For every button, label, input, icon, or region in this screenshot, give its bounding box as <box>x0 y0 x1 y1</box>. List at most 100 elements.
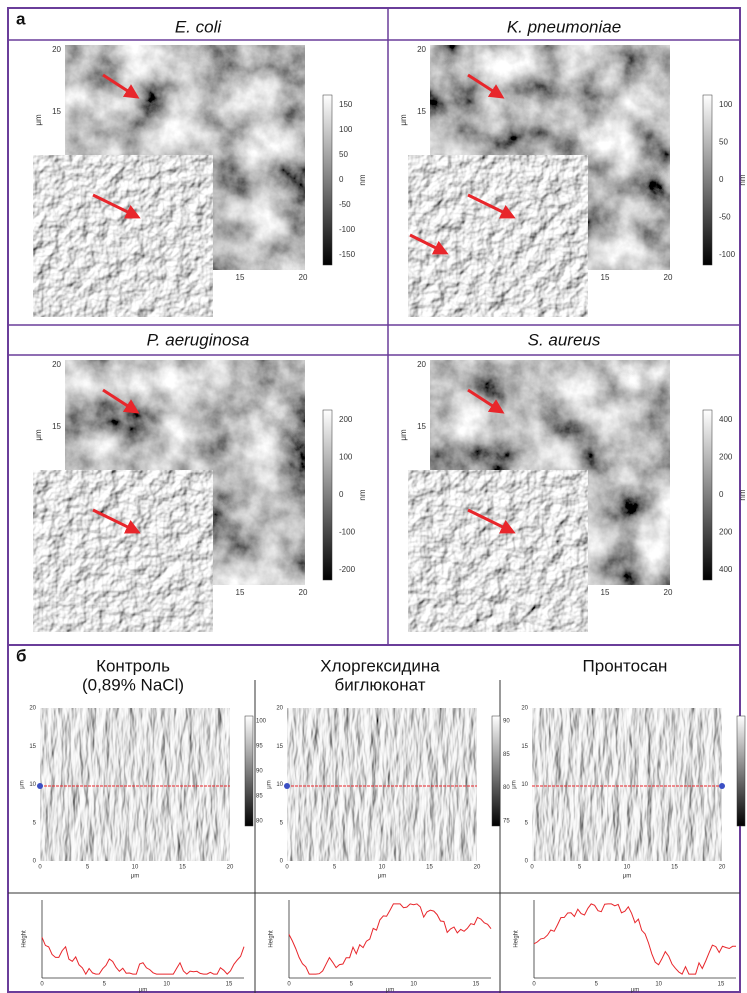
y-tick-label: 20 <box>521 706 528 712</box>
column-title: Контроль <box>96 656 170 675</box>
scale-tick-label: 100 <box>339 125 353 134</box>
scale-tick-label: 85 <box>256 794 263 800</box>
column-title: Хлоргексидина <box>320 656 440 675</box>
profile-y-label: Height <box>269 930 275 948</box>
y-tick-label: 0 <box>280 859 284 865</box>
x-tick-label: 15 <box>236 588 245 597</box>
y-tick-label: 10 <box>521 782 528 788</box>
figure: а б E. coli20151520μm150100500-50-100-15… <box>0 0 747 993</box>
y-unit: μm <box>34 114 43 126</box>
panel-label: б <box>16 646 27 665</box>
scale-tick-label: -200 <box>339 565 356 574</box>
scale-tick-label: -50 <box>719 213 731 222</box>
cell-title: S. aureus <box>528 330 601 349</box>
scale-tick-label: 150 <box>339 100 353 109</box>
scale-tick-label: -150 <box>339 250 356 259</box>
scale-unit: nm <box>358 174 367 185</box>
x-tick-label: 15 <box>179 865 186 871</box>
color-bar <box>245 716 253 826</box>
profile-x-tick-label: 5 <box>595 982 599 988</box>
y-unit: μm <box>267 780 273 788</box>
afm-image <box>532 708 722 861</box>
profile-x-tick-label: 5 <box>350 982 354 988</box>
y-tick-label: 5 <box>280 820 284 826</box>
x-tick-label: 0 <box>530 865 534 871</box>
panel-label: а <box>16 9 26 28</box>
marker-dot <box>37 783 43 789</box>
y-tick-label: 15 <box>417 422 426 431</box>
profile-x-tick-label: 0 <box>532 982 536 988</box>
scale-tick-label: 85 <box>503 752 510 758</box>
x-tick-label: 20 <box>474 865 481 871</box>
afm-inset <box>408 470 588 632</box>
y-tick-label: 15 <box>52 422 61 431</box>
scale-tick-label: 0 <box>719 490 724 499</box>
scale-tick-label: 200 <box>719 528 733 537</box>
x-unit: μm <box>378 874 386 880</box>
profile-x-unit: μm <box>631 988 639 993</box>
profile-x-tick-label: 15 <box>718 982 725 988</box>
column-title: (0,89% NaCl) <box>82 675 184 694</box>
x-tick-label: 20 <box>227 865 234 871</box>
scale-tick-label: 90 <box>503 719 510 725</box>
profile-x-tick-label: 15 <box>226 982 233 988</box>
afm-inset <box>408 155 588 317</box>
x-unit: μm <box>623 874 631 880</box>
color-bar <box>737 716 745 826</box>
y-tick-label: 15 <box>276 744 283 750</box>
x-tick-label: 15 <box>601 273 610 282</box>
x-tick-label: 10 <box>379 865 386 871</box>
scale-tick-label: 90 <box>256 769 263 775</box>
x-tick-label: 15 <box>426 865 433 871</box>
scale-tick-label: -100 <box>339 225 356 234</box>
y-unit: μm <box>34 429 43 441</box>
scale-tick-label: 75 <box>503 819 510 825</box>
profile-x-tick-label: 0 <box>287 982 291 988</box>
scale-tick-label: -100 <box>339 528 356 537</box>
y-tick-label: 15 <box>417 107 426 116</box>
y-tick-label: 0 <box>525 859 529 865</box>
y-unit: μm <box>20 780 26 788</box>
y-tick-label: 20 <box>52 45 61 54</box>
y-tick-label: 15 <box>52 107 61 116</box>
x-tick-label: 5 <box>333 865 337 871</box>
scale-tick-label: 50 <box>339 150 348 159</box>
y-tick-label: 20 <box>417 45 426 54</box>
profile-x-tick-label: 15 <box>473 982 480 988</box>
y-tick-label: 20 <box>276 706 283 712</box>
marker-dot <box>719 783 725 789</box>
scale-unit: nm <box>358 489 367 500</box>
color-bar <box>323 410 332 580</box>
cell-title: K. pneumoniae <box>507 17 621 36</box>
y-tick-label: 15 <box>521 744 528 750</box>
x-tick-label: 20 <box>299 273 308 282</box>
x-tick-label: 20 <box>719 865 726 871</box>
afm-inset <box>33 155 213 317</box>
cell-title: E. coli <box>175 17 223 36</box>
column-title: биглюконат <box>334 675 425 694</box>
scale-tick-label: 80 <box>503 785 510 791</box>
color-bar <box>492 716 500 826</box>
x-tick-label: 10 <box>624 865 631 871</box>
scale-tick-label: 200 <box>719 453 733 462</box>
scale-tick-label: 400 <box>719 565 733 574</box>
profile-y-label: Height <box>514 930 520 948</box>
scale-tick-label: 100 <box>719 100 733 109</box>
x-tick-label: 20 <box>664 588 673 597</box>
y-tick-label: 20 <box>417 360 426 369</box>
profile-x-tick-label: 10 <box>655 982 662 988</box>
scale-tick-label: 0 <box>339 175 344 184</box>
profile-x-tick-label: 0 <box>40 982 44 988</box>
marker-dot <box>284 783 290 789</box>
x-tick-label: 5 <box>86 865 90 871</box>
profile-x-tick-label: 10 <box>163 982 170 988</box>
x-tick-label: 20 <box>664 273 673 282</box>
scale-tick-label: 100 <box>339 453 353 462</box>
scale-tick-label: 0 <box>339 490 344 499</box>
x-tick-label: 20 <box>299 588 308 597</box>
y-tick-label: 5 <box>33 820 37 826</box>
column-title: Пронтосан <box>583 656 668 675</box>
scale-unit: nm <box>738 174 747 185</box>
x-tick-label: 15 <box>601 588 610 597</box>
x-tick-label: 10 <box>132 865 139 871</box>
